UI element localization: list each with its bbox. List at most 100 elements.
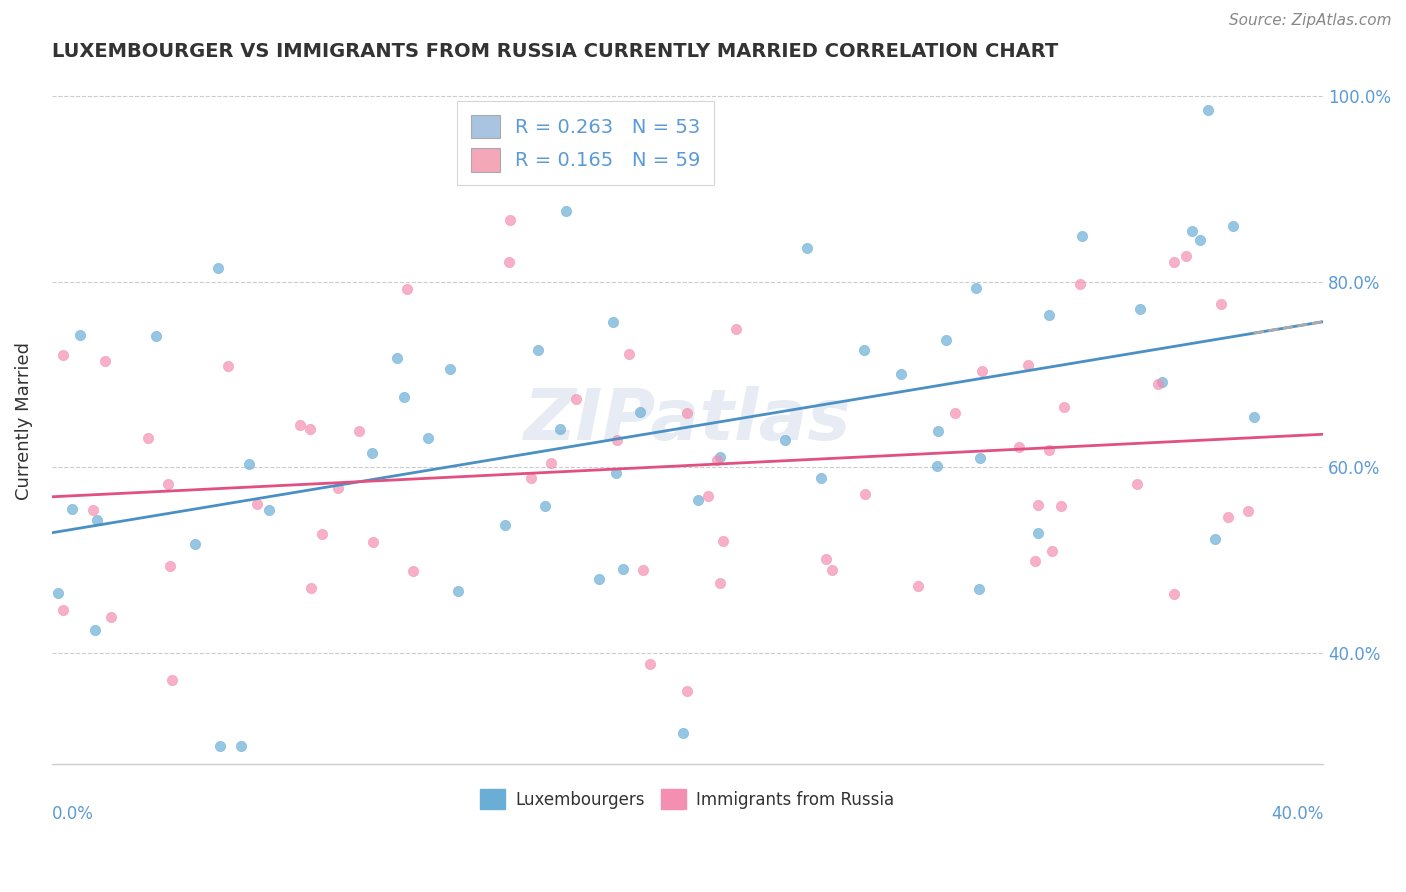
Immigrants from Russia <box>326 481 349 495</box>
Immigrants from Russia <box>498 254 520 268</box>
Immigrants from Russia <box>821 564 844 578</box>
Immigrants from Russia <box>298 422 321 436</box>
Luxembourgers <box>229 739 252 753</box>
Text: ZIPatlas: ZIPatlas <box>524 386 851 456</box>
Luxembourgers <box>1204 532 1226 546</box>
Luxembourgers <box>69 327 91 342</box>
Immigrants from Russia <box>349 424 371 438</box>
Luxembourgers <box>588 573 610 587</box>
Immigrants from Russia <box>1038 443 1060 458</box>
Luxembourgers <box>927 459 949 474</box>
Y-axis label: Currently Married: Currently Married <box>15 342 32 500</box>
Luxembourgers <box>810 471 832 485</box>
Luxembourgers <box>554 204 576 219</box>
Luxembourgers <box>1243 409 1265 424</box>
Text: 40.0%: 40.0% <box>1271 805 1323 823</box>
Luxembourgers <box>612 562 634 576</box>
Immigrants from Russia <box>395 281 418 295</box>
Luxembourgers <box>46 586 69 600</box>
Immigrants from Russia <box>697 489 720 503</box>
Immigrants from Russia <box>709 576 731 591</box>
Text: Source: ZipAtlas.com: Source: ZipAtlas.com <box>1229 13 1392 29</box>
Luxembourgers <box>969 582 991 597</box>
Immigrants from Russia <box>100 609 122 624</box>
Immigrants from Russia <box>290 418 312 433</box>
Immigrants from Russia <box>606 433 628 447</box>
Immigrants from Russia <box>156 476 179 491</box>
Luxembourgers <box>796 241 818 255</box>
Legend: Luxembourgers, Immigrants from Russia: Luxembourgers, Immigrants from Russia <box>472 780 903 818</box>
Immigrants from Russia <box>402 564 425 578</box>
Immigrants from Russia <box>676 684 699 698</box>
Immigrants from Russia <box>711 534 734 549</box>
Luxembourgers <box>1197 103 1219 117</box>
Immigrants from Russia <box>943 406 966 420</box>
Immigrants from Russia <box>565 392 588 406</box>
Luxembourgers <box>145 329 167 343</box>
Immigrants from Russia <box>907 579 929 593</box>
Immigrants from Russia <box>1146 376 1168 391</box>
Immigrants from Russia <box>311 527 333 541</box>
Luxembourgers <box>361 446 384 460</box>
Immigrants from Russia <box>94 354 117 368</box>
Immigrants from Russia <box>82 502 104 516</box>
Immigrants from Russia <box>815 551 838 566</box>
Luxembourgers <box>1129 301 1152 316</box>
Luxembourgers <box>1150 375 1173 389</box>
Immigrants from Russia <box>520 471 543 485</box>
Luxembourgers <box>86 513 108 527</box>
Immigrants from Russia <box>1218 510 1240 524</box>
Luxembourgers <box>935 334 957 348</box>
Luxembourgers <box>533 499 555 513</box>
Immigrants from Russia <box>638 657 661 671</box>
Luxembourgers <box>1071 229 1094 244</box>
Luxembourgers <box>852 343 875 357</box>
Immigrants from Russia <box>1211 297 1233 311</box>
Luxembourgers <box>526 343 548 357</box>
Luxembourgers <box>209 739 232 753</box>
Luxembourgers <box>1038 308 1060 322</box>
Immigrants from Russia <box>540 457 562 471</box>
Immigrants from Russia <box>1237 504 1260 518</box>
Luxembourgers <box>1188 234 1211 248</box>
Luxembourgers <box>257 503 280 517</box>
Immigrants from Russia <box>299 581 322 595</box>
Luxembourgers <box>672 726 695 740</box>
Immigrants from Russia <box>1026 498 1049 512</box>
Luxembourgers <box>890 367 912 381</box>
Immigrants from Russia <box>361 535 384 549</box>
Luxembourgers <box>969 451 991 466</box>
Luxembourgers <box>1181 224 1204 238</box>
Luxembourgers <box>965 281 987 295</box>
Luxembourgers <box>628 405 651 419</box>
Immigrants from Russia <box>1008 440 1031 454</box>
Luxembourgers <box>709 450 731 464</box>
Immigrants from Russia <box>217 359 239 373</box>
Immigrants from Russia <box>1042 544 1064 558</box>
Luxembourgers <box>686 492 709 507</box>
Luxembourgers <box>773 433 796 447</box>
Luxembourgers <box>494 517 516 532</box>
Immigrants from Russia <box>725 321 748 335</box>
Immigrants from Russia <box>1017 359 1039 373</box>
Immigrants from Russia <box>52 348 75 362</box>
Immigrants from Russia <box>1175 249 1198 263</box>
Immigrants from Russia <box>159 559 181 574</box>
Luxembourgers <box>84 623 107 637</box>
Immigrants from Russia <box>52 602 75 616</box>
Immigrants from Russia <box>706 452 728 467</box>
Immigrants from Russia <box>617 346 640 360</box>
Luxembourgers <box>439 362 461 376</box>
Immigrants from Russia <box>675 406 697 420</box>
Immigrants from Russia <box>498 213 520 227</box>
Immigrants from Russia <box>1069 277 1091 292</box>
Luxembourgers <box>184 536 207 550</box>
Luxembourgers <box>548 422 571 436</box>
Immigrants from Russia <box>1024 554 1046 568</box>
Text: 0.0%: 0.0% <box>52 805 94 823</box>
Immigrants from Russia <box>1126 476 1149 491</box>
Immigrants from Russia <box>1049 500 1071 514</box>
Immigrants from Russia <box>246 497 269 511</box>
Immigrants from Russia <box>853 486 876 500</box>
Luxembourgers <box>927 424 949 438</box>
